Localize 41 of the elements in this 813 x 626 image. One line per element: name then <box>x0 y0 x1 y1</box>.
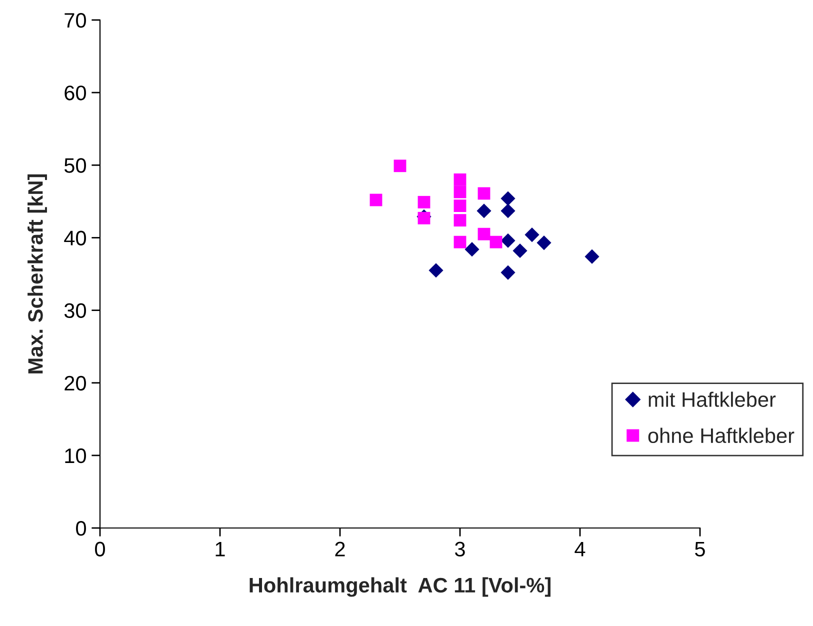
point <box>454 173 466 186</box>
point <box>476 204 492 218</box>
point <box>500 233 516 248</box>
x-tick-label: 3 <box>455 542 465 556</box>
point <box>418 196 430 208</box>
point <box>512 243 528 258</box>
point <box>370 194 382 206</box>
point <box>454 186 466 198</box>
point <box>500 265 516 280</box>
point <box>524 228 540 242</box>
y-tick-label: 20 <box>64 376 86 391</box>
y-tick-label: 60 <box>64 86 86 100</box>
y-axis-title: Max. Scherkraft [kN] <box>28 174 47 374</box>
point <box>454 214 466 227</box>
y-tick-label: 70 <box>64 13 86 28</box>
y-tick-label: 30 <box>64 303 86 318</box>
point <box>428 263 444 278</box>
y-tick-label: 50 <box>64 158 86 173</box>
point <box>418 212 430 224</box>
y-tick-label: 0 <box>76 521 86 536</box>
legend-label: ohne Haftkleber <box>648 428 794 444</box>
point <box>478 187 490 200</box>
x-tick-label: 4 <box>574 542 586 556</box>
point <box>478 228 490 240</box>
y-tick-label: 40 <box>64 230 86 246</box>
x-tick-label: 0 <box>95 542 105 556</box>
legend-label: mit Haftkleber <box>648 392 776 407</box>
point <box>536 236 552 250</box>
point <box>454 200 466 212</box>
point <box>584 249 600 264</box>
point <box>394 160 406 172</box>
point <box>464 242 480 257</box>
x-tick-label: 5 <box>695 542 705 556</box>
point <box>500 204 516 218</box>
point <box>454 236 466 248</box>
point <box>500 191 516 206</box>
x-axis-title: Hohlraumgehalt AC 11 [Vol-%] <box>250 577 550 597</box>
point <box>490 236 502 248</box>
x-tick-label: 1 <box>216 542 225 556</box>
y-tick-label: 10 <box>65 448 86 464</box>
x-tick-label: 2 <box>335 542 345 556</box>
